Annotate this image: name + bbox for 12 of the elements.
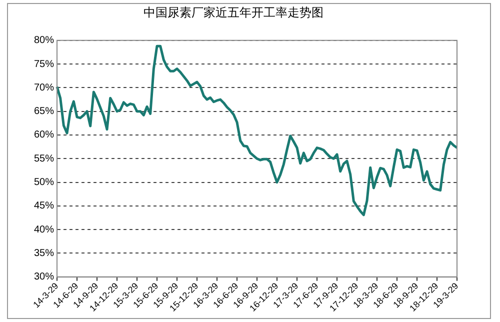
y-tick-label: 35% [34, 248, 54, 259]
y-tick-label: 50% [34, 177, 54, 188]
y-tick-label: 65% [34, 106, 54, 118]
y-tick-label: 60% [34, 130, 54, 141]
chart-title: 中国尿素厂家近五年开工率走势图 [144, 5, 324, 20]
y-tick-label: 70% [34, 82, 54, 94]
y-tick-label: 45% [34, 200, 54, 212]
y-tick-label: 75% [34, 58, 54, 70]
y-tick-label: 55% [34, 153, 54, 164]
y-tick-label: 40% [34, 224, 54, 236]
y-tick-label: 80% [34, 35, 54, 46]
y-tick-label: 30% [34, 272, 54, 283]
